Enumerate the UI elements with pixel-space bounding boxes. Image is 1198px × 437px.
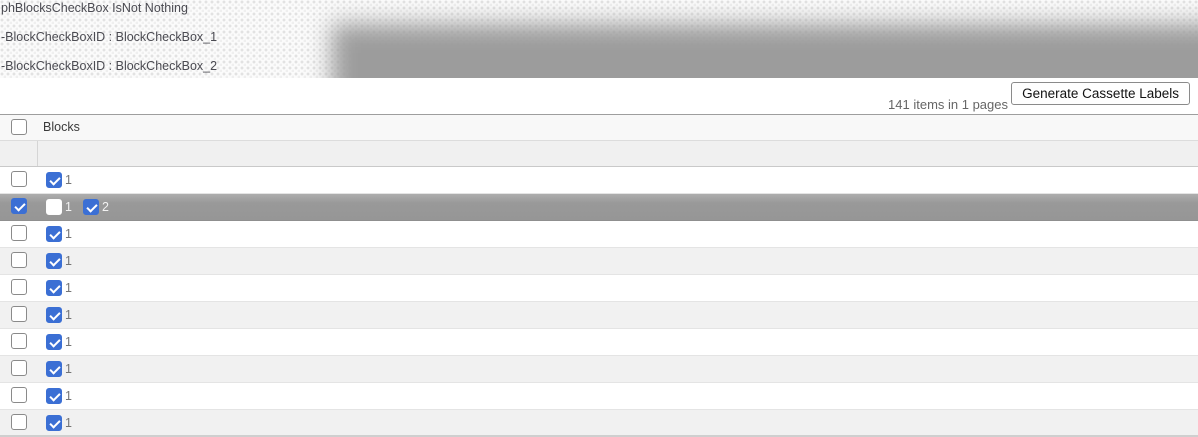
debug-line: phBlocksCheckBox IsNot Nothing <box>1 1 188 15</box>
table-row[interactable]: 1 <box>0 329 1198 356</box>
block-checkbox[interactable] <box>46 334 62 350</box>
blocks-cell: 1 <box>46 383 83 409</box>
toolbar: 141 items in 1 pages Generate Cassette L… <box>0 78 1198 114</box>
block-label: 1 <box>65 416 72 430</box>
row-selector-checkbox[interactable] <box>11 252 27 268</box>
block-label: 1 <box>65 335 72 349</box>
items-count-label: 141 items in 1 pages <box>888 97 1008 112</box>
table-row[interactable]: 1 <box>0 302 1198 329</box>
debug-banner: phBlocksCheckBox IsNot Nothing -BlockChe… <box>0 0 1198 78</box>
block-label: 1 <box>65 254 72 268</box>
block-checkbox[interactable] <box>46 307 62 323</box>
table-row[interactable]: 1 <box>0 383 1198 410</box>
row-selector-checkbox[interactable] <box>11 198 27 214</box>
block-label: 2 <box>101 200 109 214</box>
grid-filter-row <box>0 141 1198 167</box>
generate-cassette-labels-button[interactable]: Generate Cassette Labels <box>1011 82 1190 105</box>
select-all-checkbox[interactable] <box>11 119 27 135</box>
table-row[interactable]: 1 <box>0 248 1198 275</box>
block-checkbox[interactable] <box>82 199 99 215</box>
blocks-cell: 1 <box>46 167 83 193</box>
block-checkbox[interactable] <box>46 415 62 431</box>
row-selector-checkbox[interactable] <box>11 225 27 241</box>
blocks-cell: 1 <box>46 248 83 274</box>
grid-header-row: Blocks <box>0 115 1198 141</box>
block-label: 1 <box>65 227 72 241</box>
row-selector-checkbox[interactable] <box>11 414 27 430</box>
block-label: 1 <box>65 200 72 214</box>
block-checkbox[interactable] <box>46 199 62 215</box>
block-label: 1 <box>65 308 72 322</box>
block-checkbox[interactable] <box>46 172 62 188</box>
block-checkbox[interactable] <box>46 253 62 269</box>
table-row[interactable]: 1 <box>0 275 1198 302</box>
blocks-cell: 1 <box>46 302 83 328</box>
block-checkbox[interactable] <box>46 226 62 242</box>
bottom-edge-strip <box>0 435 1198 437</box>
blocks-cell: 1 <box>46 410 83 436</box>
gray-overlay <box>332 24 1198 78</box>
table-row[interactable]: 1 <box>0 356 1198 383</box>
blocks-cell: 1 <box>46 221 83 247</box>
blocks-column-header: Blocks <box>43 120 80 134</box>
row-selector-checkbox[interactable] <box>11 306 27 322</box>
debug-line: -BlockCheckBoxID : BlockCheckBox_1 <box>1 30 218 44</box>
filter-cell <box>0 141 38 166</box>
blocks-cell: 1 <box>46 356 83 382</box>
row-selector-checkbox[interactable] <box>11 360 27 376</box>
row-selector-checkbox[interactable] <box>11 387 27 403</box>
block-label: 1 <box>65 173 72 187</box>
block-label: 1 <box>65 281 72 295</box>
row-selector-checkbox[interactable] <box>11 333 27 349</box>
block-label: 1 <box>65 362 72 376</box>
table-row[interactable]: 1 <box>0 410 1198 437</box>
blocks-cell: 1 <box>46 275 83 301</box>
block-checkbox[interactable] <box>46 388 62 404</box>
blocks-cell: 1 <box>46 329 83 355</box>
row-selector-checkbox[interactable] <box>11 171 27 187</box>
block-checkbox[interactable] <box>46 280 62 296</box>
block-label: 1 <box>65 389 72 403</box>
block-checkbox[interactable] <box>46 361 62 377</box>
table-row[interactable]: 1 <box>0 221 1198 248</box>
debug-line: -BlockCheckBoxID : BlockCheckBox_2 <box>1 59 218 73</box>
row-selector-checkbox[interactable] <box>11 279 27 295</box>
table-row[interactable]: 1 <box>0 167 1198 194</box>
